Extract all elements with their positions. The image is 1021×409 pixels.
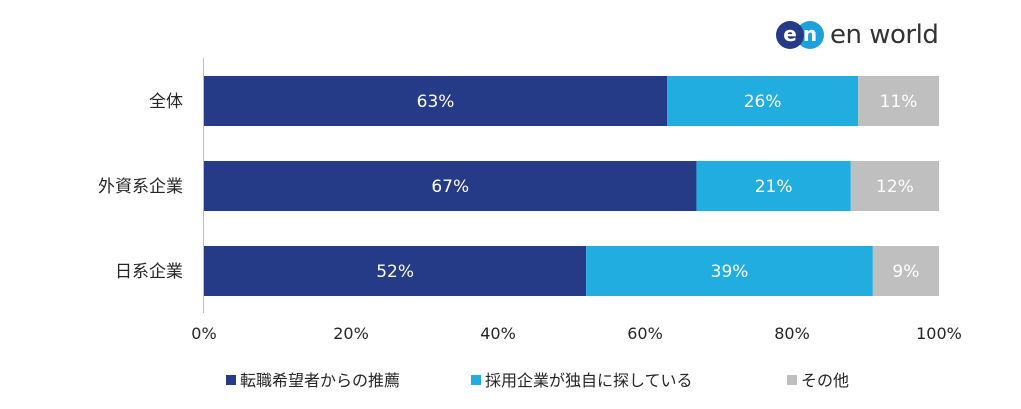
category-label: 全体 <box>149 92 183 112</box>
x-tick-label: 60% <box>627 324 663 343</box>
data-label: 52% <box>376 262 414 282</box>
x-tick-label: 20% <box>333 324 369 343</box>
bar-segment <box>204 161 697 211</box>
x-tick-label: 0% <box>191 324 216 343</box>
data-label: 26% <box>744 92 782 112</box>
logo-mark-e: e <box>776 21 804 49</box>
bar-segment <box>667 76 859 126</box>
x-tick-label: 100% <box>916 324 962 343</box>
enworld-logo: e n en world <box>776 20 939 50</box>
legend-label: その他 <box>801 371 849 390</box>
data-label: 9% <box>892 262 919 282</box>
logo-text: en world <box>830 20 939 50</box>
legend-swatch <box>787 375 797 385</box>
bar-segment <box>872 246 939 296</box>
data-label: 39% <box>711 262 749 282</box>
legend-label: 転職希望者からの推薦 <box>240 371 400 390</box>
bar-segment <box>696 161 851 211</box>
data-label: 11% <box>880 92 918 112</box>
category-label: 日系企業 <box>115 262 183 282</box>
bar-segment <box>586 246 873 296</box>
data-label: 12% <box>876 177 914 197</box>
x-tick-label: 80% <box>774 324 810 343</box>
data-label: 67% <box>431 177 469 197</box>
bar-segment <box>204 246 587 296</box>
x-tick-label: 40% <box>480 324 516 343</box>
data-label: 21% <box>755 177 793 197</box>
enworld-logo-mark: e n <box>776 20 824 50</box>
data-label: 63% <box>417 92 455 112</box>
legend-label: 採用企業が独自に探している <box>485 371 693 390</box>
category-label: 外資系企業 <box>98 177 183 197</box>
legend-swatch <box>226 375 236 385</box>
bar-segment <box>858 76 939 126</box>
bar-segment <box>850 161 939 211</box>
legend-swatch <box>471 375 481 385</box>
bar-segment <box>204 76 668 126</box>
